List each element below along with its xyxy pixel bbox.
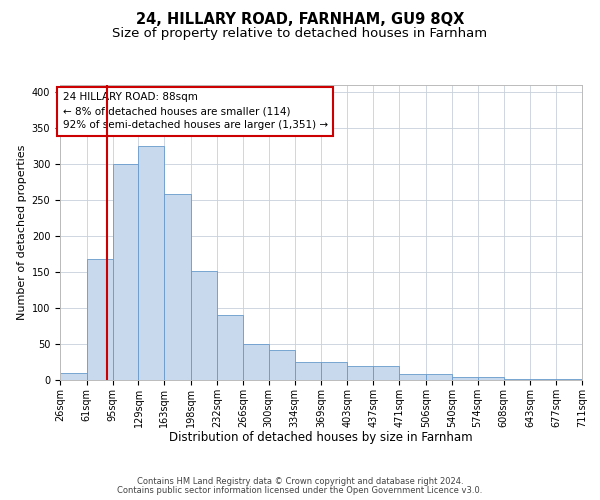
Text: 24 HILLARY ROAD: 88sqm
← 8% of detached houses are smaller (114)
92% of semi-det: 24 HILLARY ROAD: 88sqm ← 8% of detached … (62, 92, 328, 130)
Bar (139, 146, 164, 380)
Text: Size of property relative to detached houses in Farnham: Size of property relative to detached ho… (112, 28, 488, 40)
Bar (295, 362, 322, 380)
Bar (60, 373, 86, 380)
X-axis label: Distribution of detached houses by size in Farnham: Distribution of detached houses by size … (169, 431, 473, 444)
Bar (217, 315, 243, 380)
Bar (243, 344, 269, 380)
Bar (191, 270, 217, 380)
Bar (399, 374, 426, 380)
Bar (478, 377, 503, 380)
Text: Contains public sector information licensed under the Open Government Licence v3: Contains public sector information licen… (118, 486, 482, 495)
Bar (556, 378, 582, 380)
Bar (322, 362, 347, 380)
Bar (503, 378, 530, 380)
Bar (373, 366, 399, 380)
Bar (86, 259, 113, 380)
Bar (426, 374, 452, 380)
Bar (452, 377, 478, 380)
Bar (530, 378, 556, 380)
Bar (347, 366, 373, 380)
Y-axis label: Number of detached properties: Number of detached properties (17, 145, 28, 320)
Bar (164, 194, 191, 380)
Text: Contains HM Land Registry data © Crown copyright and database right 2024.: Contains HM Land Registry data © Crown c… (137, 477, 463, 486)
Bar (113, 164, 139, 380)
Text: 24, HILLARY ROAD, FARNHAM, GU9 8QX: 24, HILLARY ROAD, FARNHAM, GU9 8QX (136, 12, 464, 28)
Bar (269, 350, 295, 380)
